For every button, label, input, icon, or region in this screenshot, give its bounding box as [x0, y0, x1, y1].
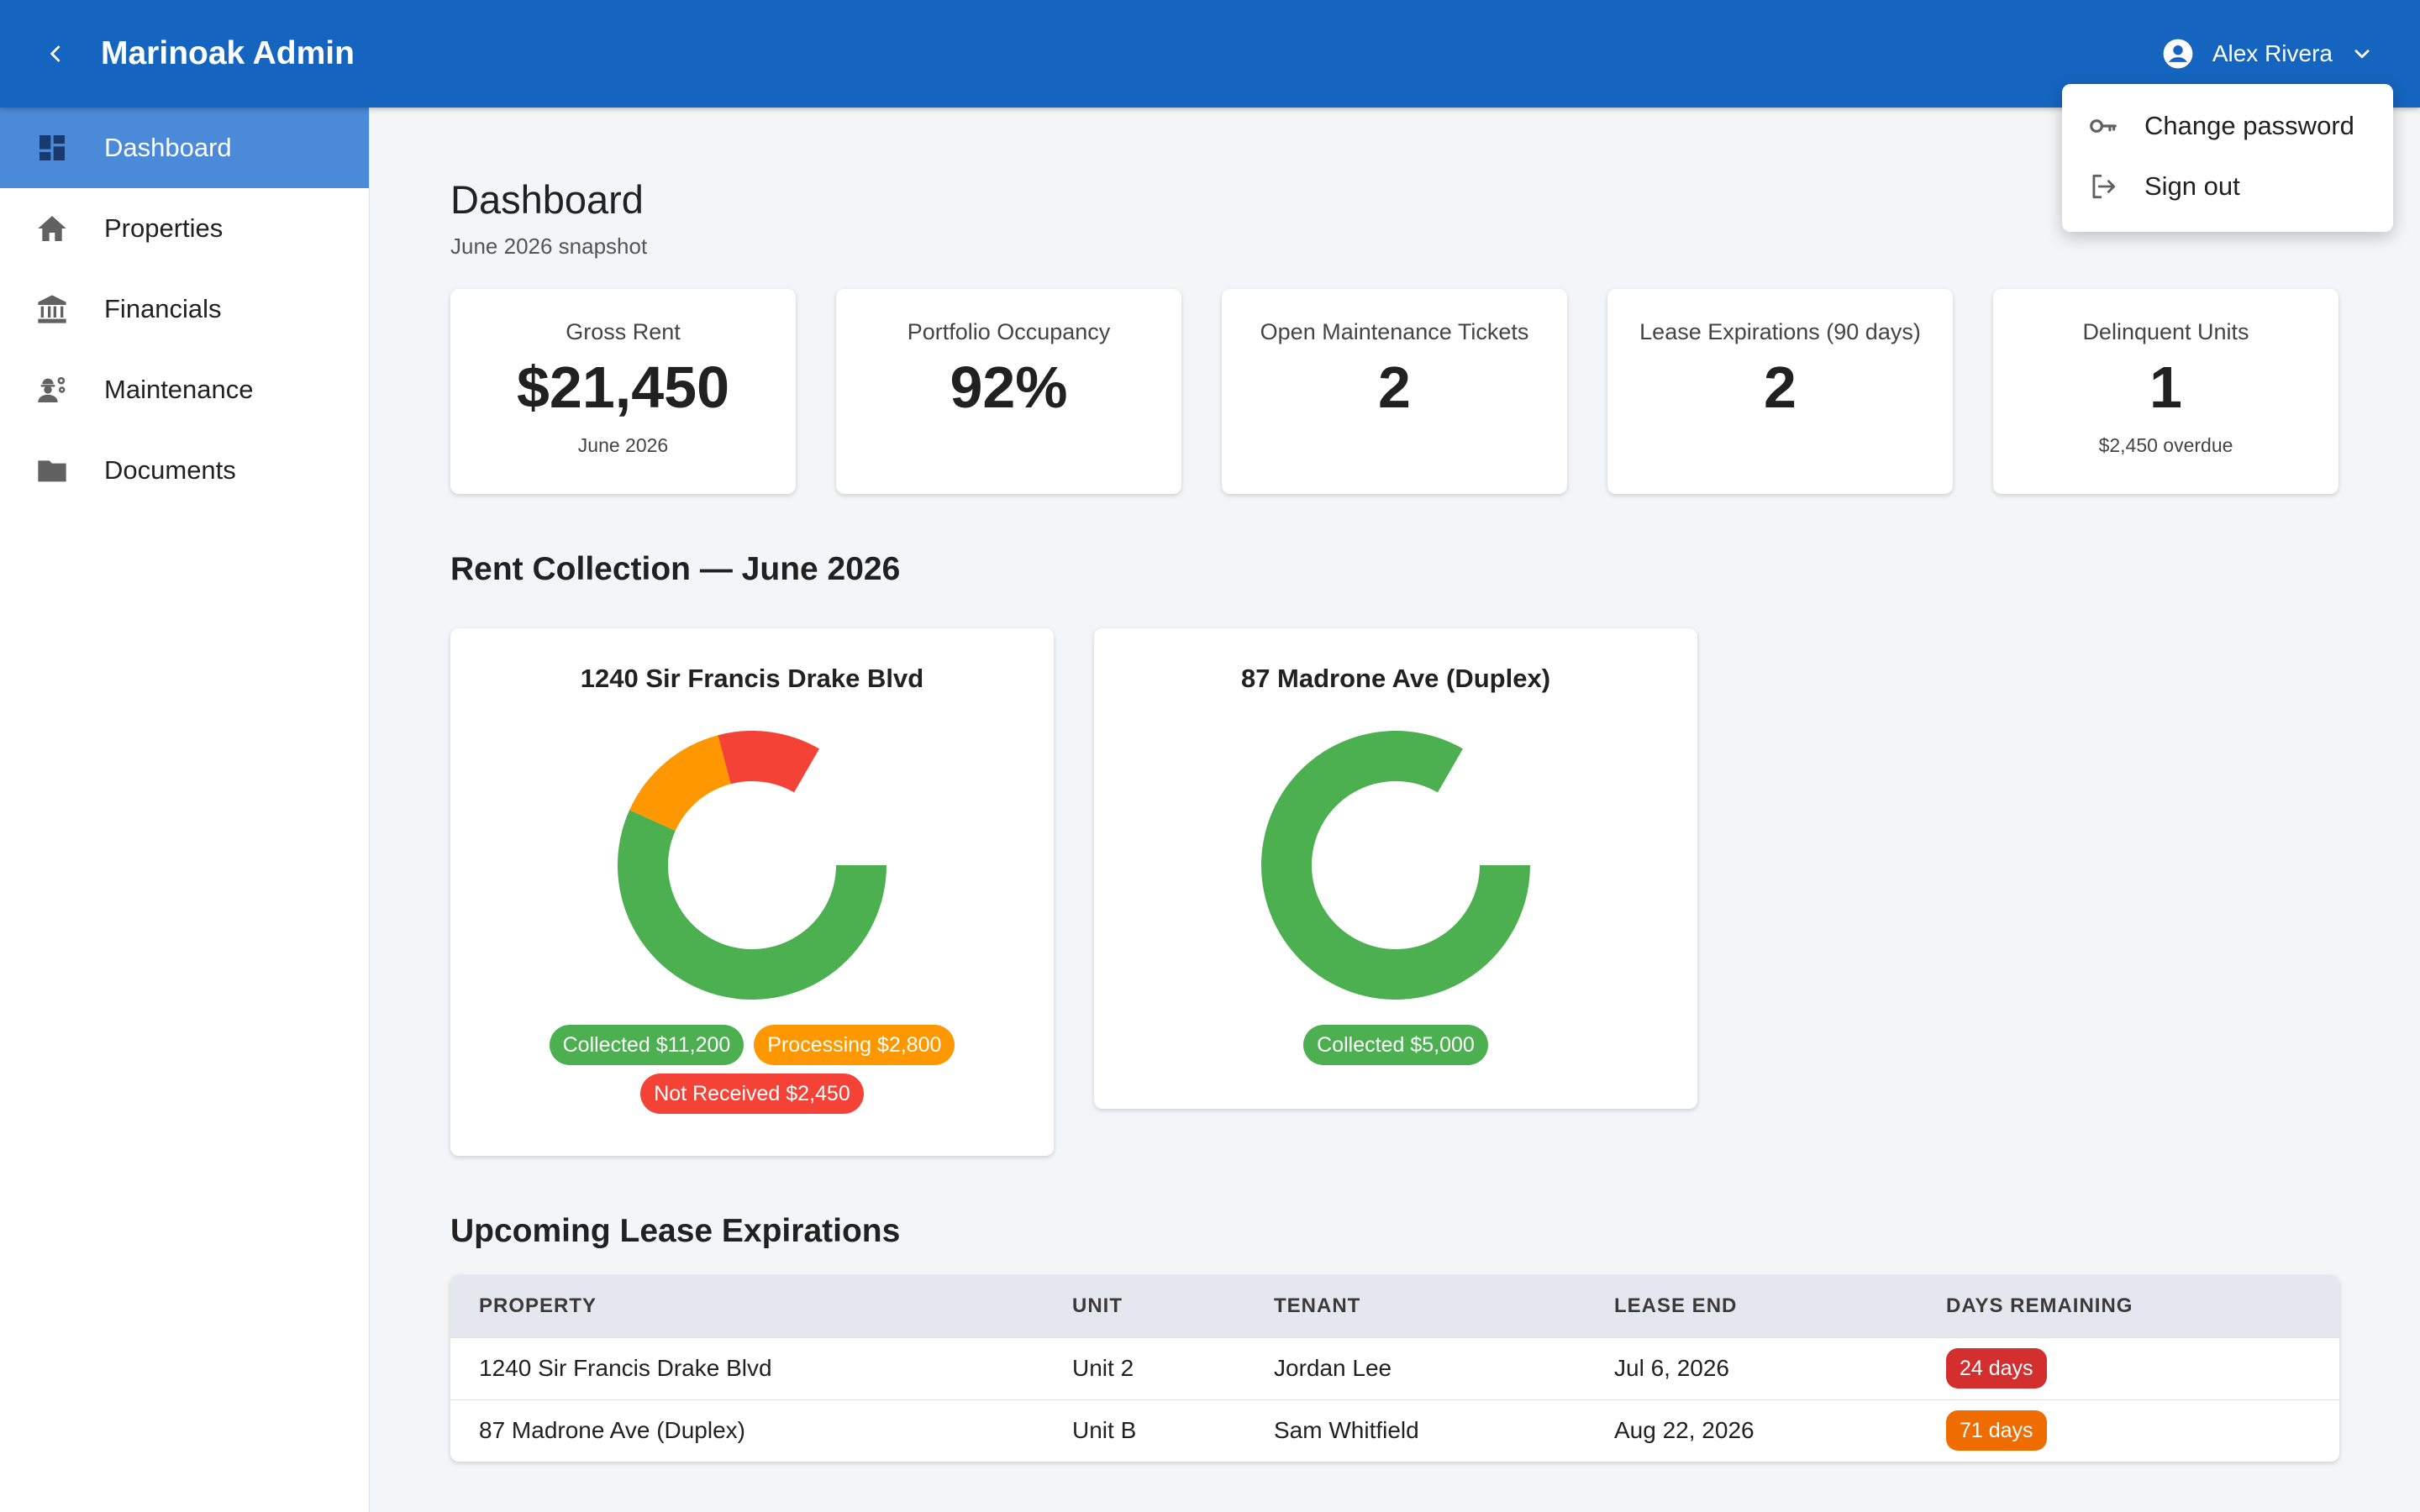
days-remaining-badge: 71 days [1946, 1410, 2047, 1452]
key-icon [2090, 119, 2117, 133]
column-header-days-remaining[interactable]: DAYS REMAINING [1918, 1275, 2339, 1337]
cell-lease-end: Aug 22, 2026 [1586, 1399, 1918, 1462]
column-header-unit[interactable]: UNIT [1044, 1275, 1245, 1337]
kpi-note: $2,450 overdue [2098, 434, 2233, 456]
legend-chip-collected: Collected $5,000 [1303, 1025, 1488, 1065]
app-title: Marinoak Admin [101, 35, 355, 71]
sidebar: Dashboard Properties Financials Maintena… [0, 108, 370, 1512]
kpi-card-maintenance-tickets: Open Maintenance Tickets 2 [1222, 289, 1567, 494]
dashboard-icon [34, 129, 71, 166]
table-header-row: PROPERTY UNIT TENANT LEASE END DAYS REMA… [450, 1275, 2339, 1337]
donut-slice-not-received [718, 731, 819, 793]
account-circle-icon [2163, 39, 2193, 69]
user-menu-button[interactable]: Alex Rivera [2162, 32, 2373, 76]
legend-chip-collected: Collected $11,200 [549, 1025, 744, 1065]
sign-out-icon [2092, 174, 2116, 199]
column-header-lease-end[interactable]: LEASE END [1586, 1275, 1918, 1337]
sidebar-item-financials[interactable]: Financials [0, 269, 369, 349]
donut-slice-collected [618, 810, 886, 1000]
kpi-label: Lease Expirations (90 days) [1639, 319, 1921, 344]
change-password-label: Change password [2144, 111, 2354, 140]
cell-unit: Unit 2 [1044, 1336, 1245, 1399]
rent-donut-chart-1 [1261, 731, 1530, 1000]
rent-card-madrone-ave: 87 Madrone Ave (Duplex) Collected $5,000 [1094, 628, 1697, 1109]
page-title: Dashboard [450, 177, 644, 222]
kpi-card-lease-expirations: Lease Expirations (90 days) 2 [1607, 289, 1953, 494]
rent-donut-chart-0 [618, 731, 886, 1000]
kpi-value: 92% [950, 354, 1068, 420]
kpi-row: Gross Rent $21,450 June 2026 Portfolio O… [450, 289, 2339, 494]
kpi-label: Gross Rent [566, 319, 681, 344]
sidebar-item-label: Properties [104, 213, 224, 243]
table-row[interactable]: 87 Madrone Ave (Duplex) Unit B Sam Whitf… [450, 1399, 2339, 1462]
lease-expirations-heading: Upcoming Lease Expirations [450, 1213, 901, 1249]
kpi-label: Open Maintenance Tickets [1260, 319, 1529, 344]
kpi-card-gross-rent: Gross Rent $21,450 June 2026 [450, 289, 796, 494]
kpi-value: 1 [2149, 354, 2182, 420]
sign-out-menu-item[interactable]: Sign out [2062, 156, 2393, 217]
cell-lease-end: Jul 6, 2026 [1586, 1336, 1918, 1399]
kpi-label: Delinquent Units [2082, 319, 2249, 344]
cell-tenant: Jordan Lee [1245, 1336, 1586, 1399]
chevron-down-icon [2354, 50, 2370, 59]
rent-collection-heading: Rent Collection — June 2026 [450, 551, 901, 587]
sign-out-label: Sign out [2144, 171, 2240, 201]
legend-chips: Collected $5,000 [1160, 1025, 1631, 1065]
kpi-note: June 2026 [577, 434, 669, 456]
legend-chip-processing: Processing $2,800 [754, 1025, 955, 1065]
property-title: 87 Madrone Ave (Duplex) [1240, 664, 1551, 693]
chevron-left-icon [50, 45, 60, 62]
folder-icon [34, 452, 71, 489]
sidebar-item-documents[interactable]: Documents [0, 430, 369, 511]
donut-slice-processing [629, 735, 731, 831]
cell-tenant: Sam Whitfield [1245, 1399, 1586, 1462]
change-password-menu-item[interactable]: Change password [2062, 96, 2393, 156]
column-header-property[interactable]: PROPERTY [450, 1275, 1044, 1337]
kpi-value: 2 [1378, 354, 1411, 420]
cell-days-remaining: 24 days [1918, 1336, 2339, 1399]
sidebar-item-label: Documents [104, 455, 236, 485]
sidebar-item-properties[interactable]: Properties [0, 188, 369, 269]
sidebar-item-dashboard[interactable]: Dashboard [0, 108, 369, 188]
lease-expirations-table: PROPERTY UNIT TENANT LEASE END DAYS REMA… [450, 1275, 2339, 1462]
user-dropdown-menu: Change password Sign out [2062, 84, 2393, 232]
kpi-value: $21,450 [516, 354, 730, 420]
cell-days-remaining: 71 days [1918, 1399, 2339, 1462]
legend-chip-not-received: Not Received $2,450 [640, 1074, 864, 1114]
home-icon [34, 210, 71, 247]
kpi-card-delinquent-units: Delinquent Units 1 $2,450 overdue [1993, 289, 2338, 494]
page-subtitle: June 2026 snapshot [450, 234, 648, 259]
table-row[interactable]: 1240 Sir Francis Drake Blvd Unit 2 Jorda… [450, 1336, 2339, 1399]
user-name: Alex Rivera [2212, 40, 2333, 66]
cell-unit: Unit B [1044, 1399, 1245, 1462]
legend-chips: Collected $11,200 Processing $2,800 Not … [517, 1025, 987, 1114]
app-header: Marinoak Admin Alex Rivera [0, 0, 2420, 108]
sidebar-item-label: Maintenance [104, 375, 254, 404]
kpi-label: Portfolio Occupancy [907, 319, 1111, 344]
back-button[interactable] [34, 32, 77, 76]
cell-property: 87 Madrone Ave (Duplex) [450, 1399, 1044, 1462]
property-title: 1240 Sir Francis Drake Blvd [580, 664, 924, 693]
sidebar-item-maintenance[interactable]: Maintenance [0, 349, 369, 430]
kpi-card-occupancy: Portfolio Occupancy 92% [836, 289, 1181, 494]
bank-icon [34, 291, 71, 328]
rent-card-sir-francis-drake: 1240 Sir Francis Drake Blvd Collected $1… [450, 628, 1054, 1156]
donut-slice-collected [1261, 731, 1530, 1000]
column-header-tenant[interactable]: TENANT [1245, 1275, 1586, 1337]
sidebar-item-label: Financials [104, 294, 222, 323]
cell-property: 1240 Sir Francis Drake Blvd [450, 1336, 1044, 1399]
days-remaining-badge: 24 days [1946, 1348, 2047, 1389]
kpi-value: 2 [1764, 354, 1797, 420]
worker-icon [34, 371, 71, 408]
sidebar-item-label: Dashboard [104, 133, 232, 162]
